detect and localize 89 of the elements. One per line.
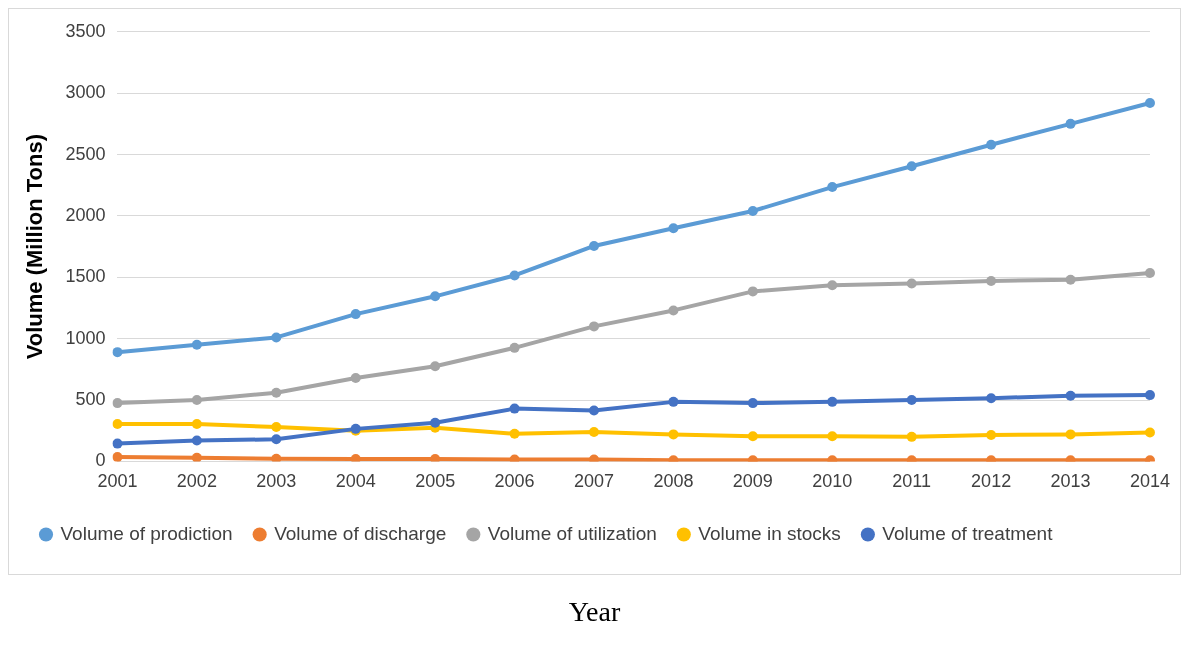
x-tick-label: 2001 [97, 471, 138, 492]
point [430, 361, 441, 372]
point [747, 431, 758, 442]
x-tick-label: 2003 [256, 471, 297, 492]
x-tick-label: 2008 [653, 471, 694, 492]
point [191, 452, 202, 462]
point [589, 405, 599, 416]
point [668, 396, 679, 407]
y-tick-label: 500 [75, 389, 106, 409]
point [986, 275, 997, 286]
point [1144, 267, 1155, 278]
point [747, 206, 758, 217]
point [1144, 390, 1155, 401]
point [668, 223, 679, 234]
point [271, 453, 282, 462]
legend-label: Volume of treatment [882, 522, 1054, 544]
y-tick-label: 0 [95, 450, 106, 471]
x-tick-label: 2006 [494, 471, 535, 492]
point [509, 454, 520, 462]
point [350, 309, 361, 320]
x-tick-label: 2007 [573, 471, 615, 492]
x-tick-label: 2013 [1050, 471, 1091, 492]
point [589, 240, 599, 251]
point [589, 454, 599, 462]
point [827, 280, 838, 291]
point [271, 422, 282, 433]
point [986, 139, 997, 150]
point [191, 395, 202, 406]
point [1065, 429, 1076, 440]
x-tick-label: 2011 [892, 471, 932, 492]
legend-label: Volume of prodiction [60, 522, 233, 544]
point [430, 453, 441, 462]
x-tick-label: 2012 [971, 471, 1012, 492]
point [589, 321, 599, 332]
x-axis-title: Year [567, 595, 622, 629]
point [668, 305, 679, 316]
point [1065, 390, 1076, 401]
point [271, 387, 282, 398]
point [668, 429, 679, 440]
y-tick-label: 1500 [65, 266, 106, 287]
point [906, 395, 917, 406]
point [430, 291, 441, 302]
x-tick-label: 2002 [176, 471, 217, 492]
point [112, 452, 123, 462]
point [589, 426, 599, 437]
point [827, 396, 838, 407]
x-tick-label: 2005 [415, 471, 456, 492]
x-tick-label: 2010 [812, 471, 853, 492]
x-tick-label: 2009 [732, 471, 773, 492]
point [1065, 118, 1076, 129]
point [747, 286, 758, 297]
point [112, 438, 123, 449]
x-tick-label: 2014 [1129, 471, 1170, 492]
point [509, 428, 520, 439]
x-tick-label: 2004 [335, 471, 376, 492]
point [271, 434, 282, 445]
point [509, 342, 520, 353]
point [112, 347, 123, 358]
point [906, 431, 917, 442]
point [112, 418, 123, 429]
point [827, 431, 838, 442]
point [906, 161, 917, 172]
point [509, 270, 520, 281]
point [986, 430, 997, 441]
point [350, 453, 361, 462]
point [1144, 97, 1155, 108]
point [350, 372, 361, 383]
point [1065, 274, 1076, 285]
y-tick-label: 2500 [65, 143, 106, 164]
point [271, 332, 282, 343]
legend-label: Volume of utilization [487, 522, 657, 544]
point [827, 182, 838, 193]
point [112, 398, 123, 409]
y-tick-label: 3500 [65, 20, 106, 41]
legend-label: Volume in stocks [698, 522, 841, 544]
y-tick-label: 1000 [65, 327, 106, 348]
point [191, 435, 202, 446]
y-tick-label: 2000 [65, 204, 106, 225]
y-axis-title: Volume (Million Tons) [22, 133, 48, 360]
point [906, 278, 917, 289]
y-tick-label: 3000 [65, 82, 106, 103]
point [747, 398, 758, 409]
point [191, 418, 202, 429]
legend-label: Volume of discharge [274, 522, 447, 544]
point [509, 403, 520, 414]
point [430, 417, 441, 428]
point [1144, 427, 1155, 438]
point [191, 339, 202, 350]
point [986, 393, 997, 404]
